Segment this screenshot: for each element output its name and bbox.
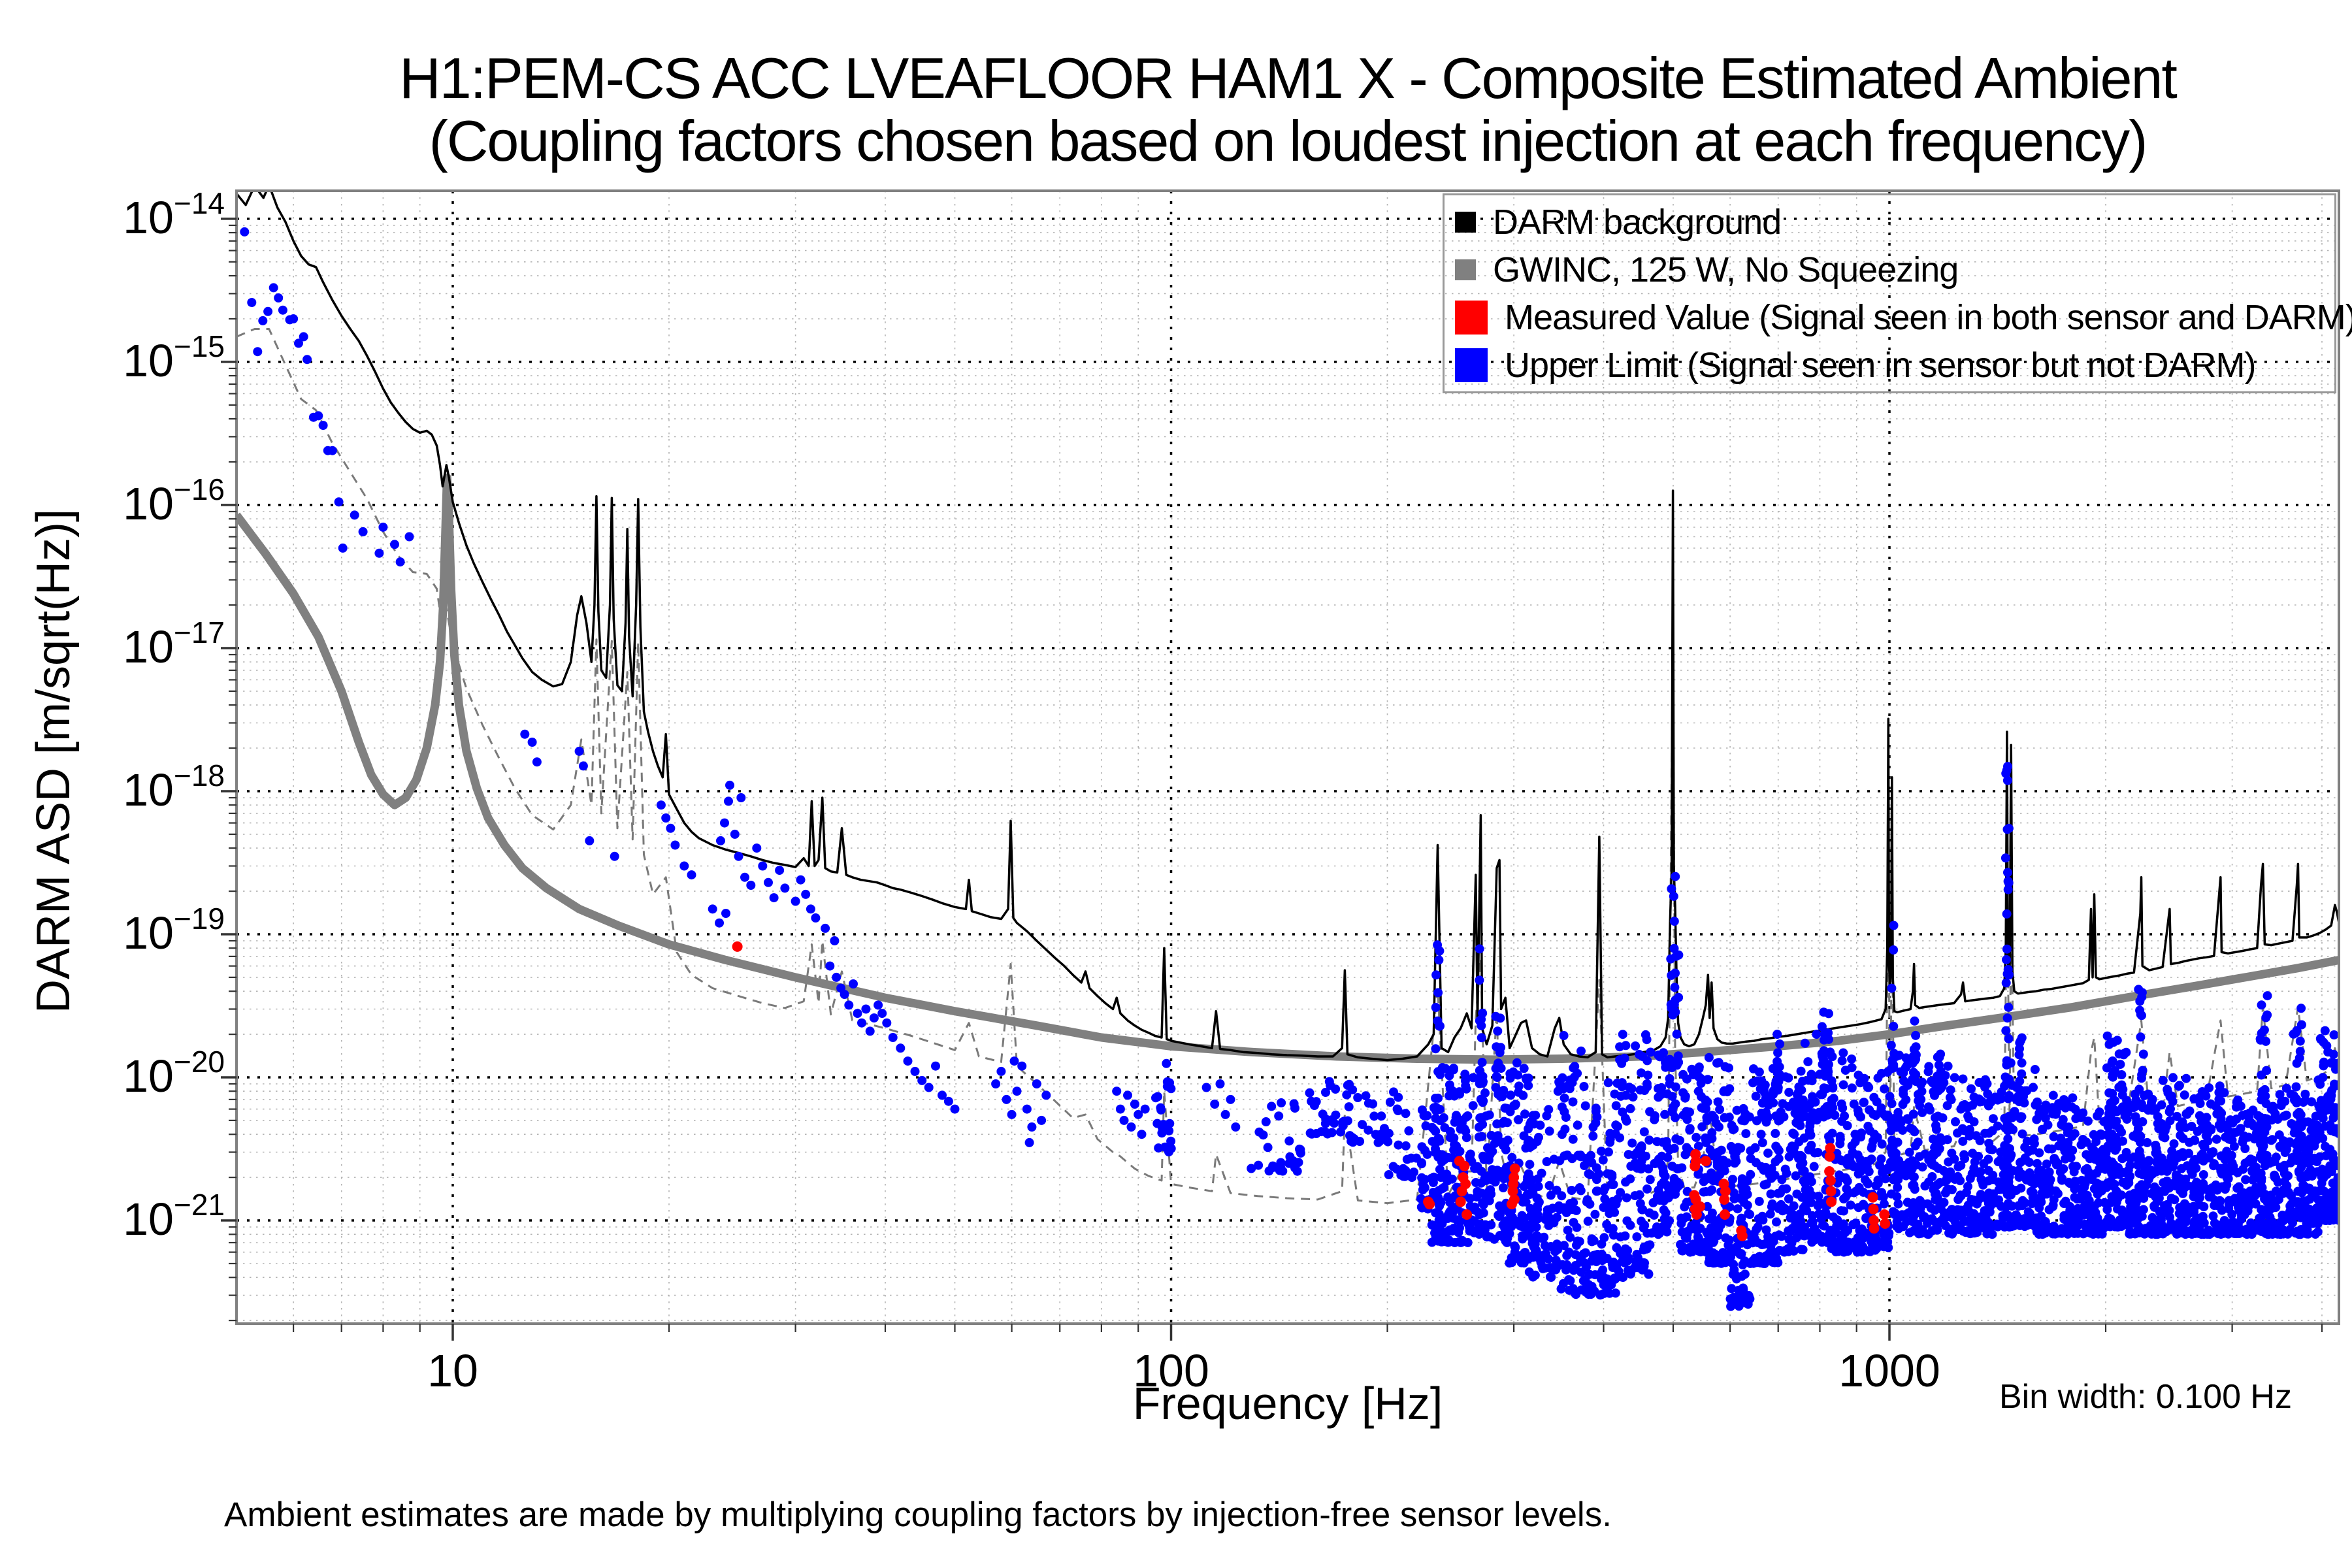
chart-title-line2: (Coupling factors chosen based on loudes… [429, 108, 2148, 173]
svg-text:1000: 1000 [1838, 1345, 1940, 1396]
legend-entry-measured-value: Measured Value (Signal seen in both sens… [1445, 295, 2352, 340]
legend-label: DARM background [1493, 202, 1782, 242]
upper-limit-swatch-icon [1455, 348, 1488, 382]
svg-text:10−18: 10−18 [123, 759, 225, 815]
legend-entry-gwinc: GWINC, 125 W, No Squeezing [1445, 248, 2334, 292]
legend-label: GWINC, 125 W, No Squeezing [1493, 250, 1959, 289]
svg-text:10−21: 10−21 [123, 1188, 225, 1245]
svg-text:10: 10 [427, 1345, 478, 1396]
darm-background-swatch-icon [1455, 211, 1476, 233]
svg-text:10−16: 10−16 [123, 472, 225, 529]
legend-label: Measured Value (Signal seen in both sens… [1505, 297, 2352, 337]
legend-entry-darm-background: DARM background [1445, 200, 2334, 244]
svg-text:10−20: 10−20 [123, 1045, 225, 1102]
svg-text:100: 100 [1133, 1345, 1209, 1396]
bin-width-note: Bin width: 0.100 Hz [1999, 1378, 2292, 1416]
svg-text:10−15: 10−15 [123, 329, 225, 386]
figure-caption: Ambient estimates are made by multiplyin… [224, 1495, 1612, 1534]
legend-label: Upper Limit (Signal seen in sensor but n… [1505, 345, 2257, 385]
x-axis-label: Frequency [Hz] [1132, 1378, 1443, 1429]
measured-value-swatch-icon [1455, 300, 1488, 335]
legend: DARM background GWINC, 125 W, No Squeezi… [1443, 193, 2352, 393]
svg-text:10−17: 10−17 [123, 615, 225, 672]
chart-title-line1: H1:PEM-CS ACC LVEAFLOOR HAM1 X - Composi… [399, 46, 2178, 110]
chart-title: H1:PEM-CS ACC LVEAFLOOR HAM1 X - Composi… [237, 47, 2339, 172]
gwinc-swatch-icon [1455, 259, 1476, 280]
svg-text:10−19: 10−19 [123, 902, 225, 958]
legend-entry-upper-limit: Upper Limit (Signal seen in sensor but n… [1445, 343, 2334, 387]
y-axis-label: DARM ASD [m/sqrt(Hz)] [27, 508, 80, 1014]
svg-text:10−14: 10−14 [123, 186, 225, 243]
